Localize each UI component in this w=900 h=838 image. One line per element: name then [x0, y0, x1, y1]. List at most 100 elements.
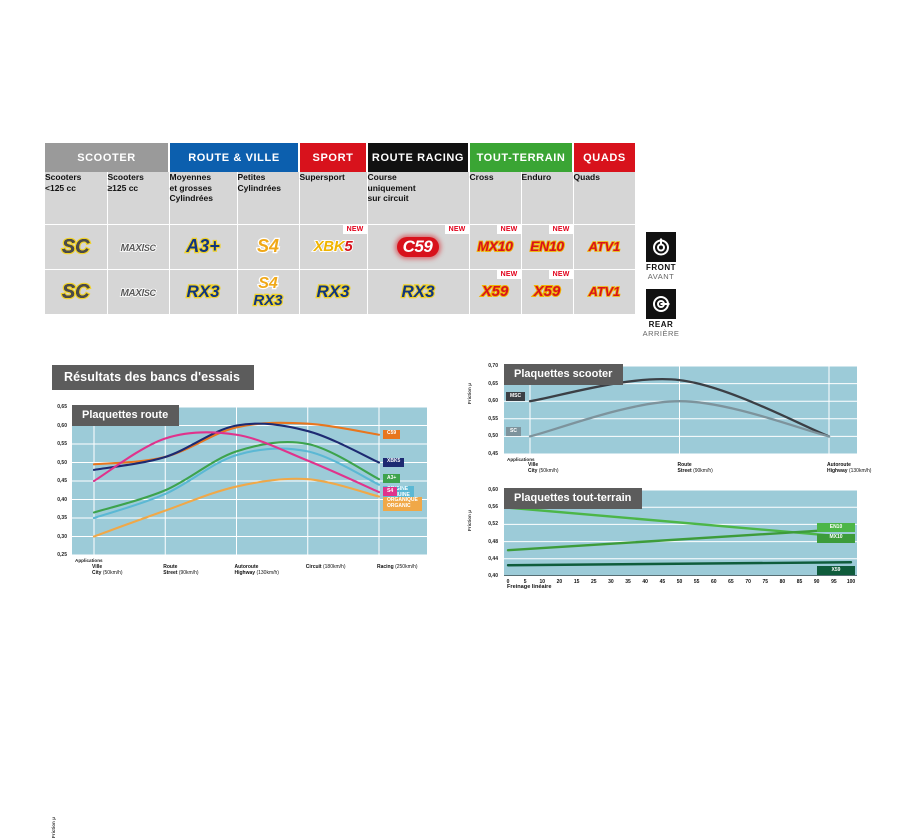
subcat-scooters-under-125: Scooters <125 cc — [45, 172, 108, 225]
chart-tt-series-label-mx10: MX10 — [817, 533, 855, 543]
chart-scooter-xtick: Route Street (90km/h) — [677, 462, 713, 474]
pad-logo-rx3: RX3 — [400, 281, 435, 301]
new-badge-c59: NEW — [444, 225, 469, 234]
chart-route-ytick: 0,35 — [57, 515, 67, 521]
pad-cell-front-route-small[interactable]: S4 — [237, 224, 300, 270]
pad-cell-rear-cross[interactable]: NEW X59 — [469, 269, 522, 314]
category-header-route-racing: ROUTE RACING — [367, 143, 470, 172]
chart-plaquettes-tout-terrain: Friction μ Plaquettes tout-terrain 0,60 0… — [463, 486, 863, 601]
chart-tt-xtick: 55 — [693, 579, 700, 585]
subcat-quads: Quads — [573, 172, 636, 225]
chart-tt-title: Plaquettes tout-terrain — [504, 488, 643, 509]
chart-tt-xtick: 80 — [779, 579, 786, 585]
pad-cell-rear-racing[interactable]: RX3 — [367, 269, 470, 314]
chart-scooter-ytick: 0,50 — [488, 433, 498, 440]
front-pads-row: SC MAXISC A3+ S4 NEW XBK5 NEW C59 NEW MX… — [45, 224, 636, 270]
chart-route-ytick: 0,65 — [57, 404, 67, 410]
rear-sublabel: ARRIÈRE — [642, 329, 680, 338]
chart-tt-ytick: 0,44 — [488, 555, 498, 562]
chart-route-ylabel: Friction μ — [51, 817, 56, 838]
pad-cell-front-scooter-small[interactable]: SC — [45, 224, 108, 270]
chart-route-curves — [72, 407, 427, 555]
chart-route-xtick: Route Street (90km/h) — [163, 564, 199, 576]
pad-cell-front-cross[interactable]: NEW MX10 — [469, 224, 522, 270]
chart-tt-xtick: 60 — [711, 579, 717, 585]
category-header-quads: QUADS — [573, 143, 636, 172]
chart-scooter-ylabel: Friction μ — [467, 383, 472, 404]
pad-cell-front-supersport[interactable]: NEW XBK5 — [299, 224, 368, 270]
new-badge-xbk5: NEW — [342, 225, 367, 234]
rear-pads-row: SC MAXISC RX3 S4 RX3 RX3 RX3 NEW X59 NEW… — [45, 269, 636, 314]
category-header-sport: SPORT — [299, 143, 368, 172]
pad-logo-a3plus: A3+ — [185, 236, 221, 256]
results-banner-title: Résultats des bancs d'essais — [52, 365, 254, 390]
pad-cell-front-route-big[interactable]: A3+ — [169, 224, 238, 270]
category-header-scooter: SCOOTER — [45, 143, 170, 172]
chart-tt-xtick: 85 — [796, 579, 803, 585]
pad-logo-rx3: RX3 — [185, 281, 220, 301]
chart-scooter-ytick: 0,60 — [488, 398, 498, 405]
pad-logo-rx3: RX3 — [252, 292, 284, 309]
chart-route-xtick: Autoroute Highway (130km/h) — [234, 564, 279, 576]
pad-cell-rear-supersport[interactable]: RX3 — [299, 269, 368, 314]
subcat-enduro: Enduro — [521, 172, 574, 225]
chart-scooter-series-label-sc: SC — [506, 427, 521, 437]
front-rear-legend: FRONT AVANT REAR ARRIÈRE — [638, 232, 684, 346]
pad-cell-front-racing[interactable]: NEW C59 — [367, 224, 470, 270]
pad-logo-xbk5: XBK5 — [313, 238, 354, 255]
category-header-tout-terrain: TOUT-TERRAIN — [469, 143, 575, 172]
chart-tt-xlabel: Freinage linéaire — [507, 584, 552, 590]
rear-wheel-icon — [646, 289, 676, 319]
chart-scooter-xtick: Ville City (50km/h) — [528, 462, 559, 474]
chart-tt-xtick: 65 — [728, 579, 734, 585]
pad-cell-rear-enduro[interactable]: NEW X59 — [521, 269, 574, 314]
pad-cell-rear-scooter-large[interactable]: MAXISC — [107, 269, 170, 314]
pad-logo-en10: EN10 — [529, 238, 565, 254]
chart-scooter-ytick: 0,65 — [488, 380, 498, 387]
pad-logo-atv1: ATV1 — [588, 284, 621, 299]
chart-scooter-ytick: 0,45 — [488, 451, 498, 457]
subcat-course-circuit: Course uniquement sur circuit — [367, 172, 470, 225]
chart-scooter-ytick: 0,70 — [488, 363, 498, 369]
chart-scooter-xtick: Autoroute Highway (130km/h) — [827, 462, 872, 474]
pad-cell-front-scooter-large[interactable]: MAXISC — [107, 224, 170, 270]
category-header-row: SCOOTER ROUTE & VILLE SPORT ROUTE RACING… — [45, 143, 636, 172]
chart-route-ytick: 0,55 — [57, 441, 67, 447]
chart-route-series-label-c59: C59 — [383, 429, 401, 439]
front-sublabel: AVANT — [647, 272, 675, 281]
chart-tt-xtick: 15 — [573, 579, 580, 585]
new-badge-mx10: NEW — [496, 225, 521, 234]
pad-logo-c59: C59 — [396, 237, 440, 257]
category-header-route-ville: ROUTE & VILLE — [169, 143, 300, 172]
pad-cell-rear-scooter-small[interactable]: SC — [45, 269, 108, 314]
pad-logo-maxisc: MAXISC — [120, 243, 157, 255]
pad-cell-front-quads[interactable]: ATV1 — [573, 224, 636, 270]
chart-tt-series-label-x59: X59 — [817, 566, 855, 576]
chart-route-series-label-s4: S4 — [383, 487, 398, 497]
chart-scooter-xlabel: Applications — [507, 457, 535, 462]
pad-cell-rear-quads[interactable]: ATV1 — [573, 269, 636, 314]
chart-tt-xtick: 40 — [642, 579, 648, 585]
pad-cell-rear-route-big[interactable]: RX3 — [169, 269, 238, 314]
pad-logo-s4: S4 — [257, 274, 279, 292]
pad-logo-s4: S4 — [256, 236, 280, 256]
chart-tt-xtick: 50 — [676, 579, 683, 585]
chart-route-xtick: Racing (250km/h) — [377, 564, 418, 570]
chart-route-xtick: Circuit (180km/h) — [305, 564, 346, 570]
chart-tt-ytick: 0,52 — [488, 521, 498, 528]
chart-tt-ylabel: Friction μ — [467, 510, 472, 531]
chart-tt-xtick: 10 — [539, 579, 546, 585]
chart-tt-series-label-en10: EN10 — [817, 523, 855, 533]
chart-tt-xtick: 30 — [608, 579, 614, 585]
chart-scooter-curves — [504, 366, 857, 454]
subcat-scooters-over-125: Scooters ≥125 cc — [107, 172, 170, 225]
subcat-petites-cylindrees: Petites Cylindrées — [237, 172, 300, 225]
chart-route-title: Plaquettes route — [72, 405, 180, 426]
subcat-cross: Cross — [469, 172, 522, 225]
chart-route-series-label-xbk5: XBK5 — [383, 457, 405, 467]
pad-cell-front-enduro[interactable]: NEW EN10 — [521, 224, 574, 270]
chart-tt-xtick: 5 — [523, 579, 527, 585]
chart-route-ytick: 0,45 — [57, 478, 67, 484]
chart-tt-ytick: 0,40 — [488, 573, 498, 579]
pad-cell-rear-route-small[interactable]: S4 RX3 — [237, 269, 300, 314]
